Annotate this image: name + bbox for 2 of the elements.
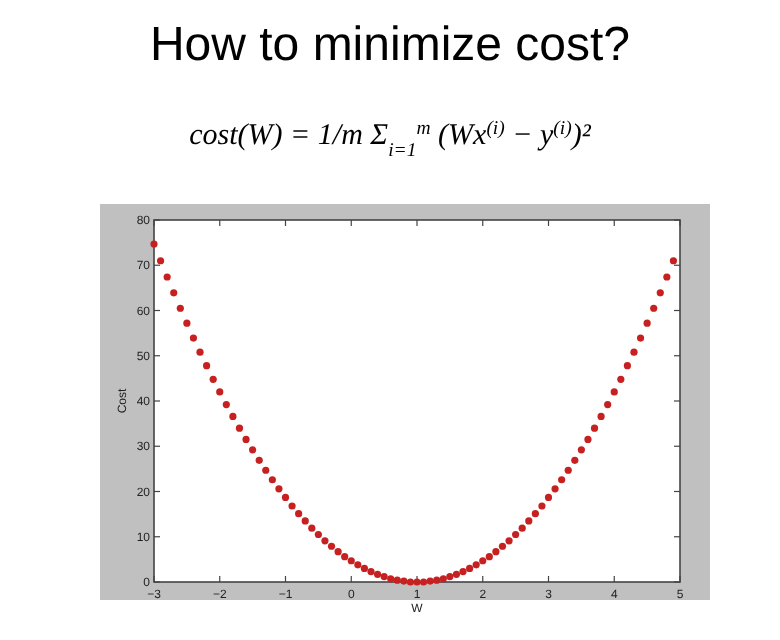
chart-subtitle: cost(W) = 1/m Σ$_{i=1}$$^{m}$ (Wx$^{(i)}$ − y$^{(i)}$)²: [189, 117, 592, 161]
chart-title: How to minimize cost?: [149, 18, 631, 72]
